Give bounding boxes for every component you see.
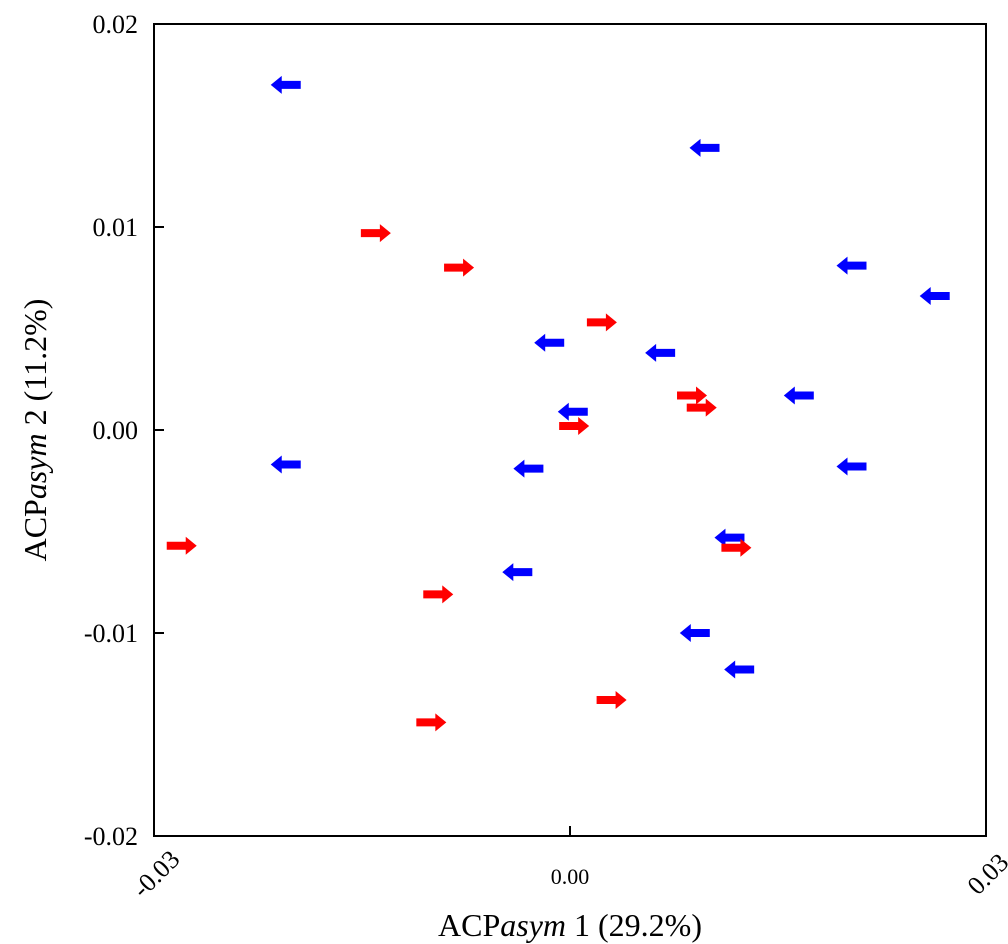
data-points — [166, 75, 950, 732]
right-arrow-point — [166, 536, 197, 555]
y-tick-label: 0.00 — [93, 416, 139, 445]
left-arrow-point — [783, 386, 814, 405]
right-arrow-point — [586, 313, 617, 332]
y-axis-label: ACPasym 2 (11.2%) — [17, 299, 53, 562]
left-arrow-point — [513, 459, 544, 478]
x-axis-label: ACPasym 1 (29.2%) — [438, 907, 702, 943]
left-arrow-point — [919, 287, 950, 306]
right-arrow-point — [423, 585, 454, 604]
right-arrow-point — [360, 224, 391, 243]
x-tick-label: 0.00 — [551, 864, 590, 889]
right-arrow-point — [721, 538, 752, 557]
left-arrow-point — [534, 333, 565, 352]
x-axis-ticks: -0.03 0.00 0.03 — [127, 826, 1008, 903]
left-arrow-point — [689, 138, 720, 157]
y-tick-label: -0.01 — [84, 619, 138, 648]
left-arrow-point — [724, 660, 755, 679]
y-tick-label: 0.01 — [93, 213, 139, 242]
left-arrow-point — [836, 256, 867, 275]
y-tick-label: 0.02 — [93, 10, 139, 39]
left-arrow-point — [270, 455, 301, 474]
right-arrow-point — [677, 386, 708, 405]
left-arrow-point — [557, 402, 588, 421]
x-tick-label: -0.03 — [127, 845, 186, 904]
left-arrow-point — [645, 343, 676, 362]
y-tick-label: -0.02 — [84, 822, 138, 851]
left-arrow-point — [679, 624, 710, 642]
right-arrow-point — [559, 416, 590, 435]
right-arrow-point — [686, 398, 717, 417]
right-arrow-point — [444, 258, 475, 277]
x-tick-label: 0.03 — [962, 848, 1008, 901]
plot-frame — [153, 23, 987, 837]
left-arrow-point — [714, 528, 745, 547]
right-arrow-point — [416, 713, 447, 732]
left-arrow-point — [270, 75, 301, 94]
left-arrow-point — [836, 457, 867, 476]
left-arrow-point — [502, 563, 533, 582]
y-axis-ticks: 0.02 0.01 0.00 -0.01 -0.02 — [84, 10, 164, 851]
right-arrow-point — [596, 690, 627, 709]
